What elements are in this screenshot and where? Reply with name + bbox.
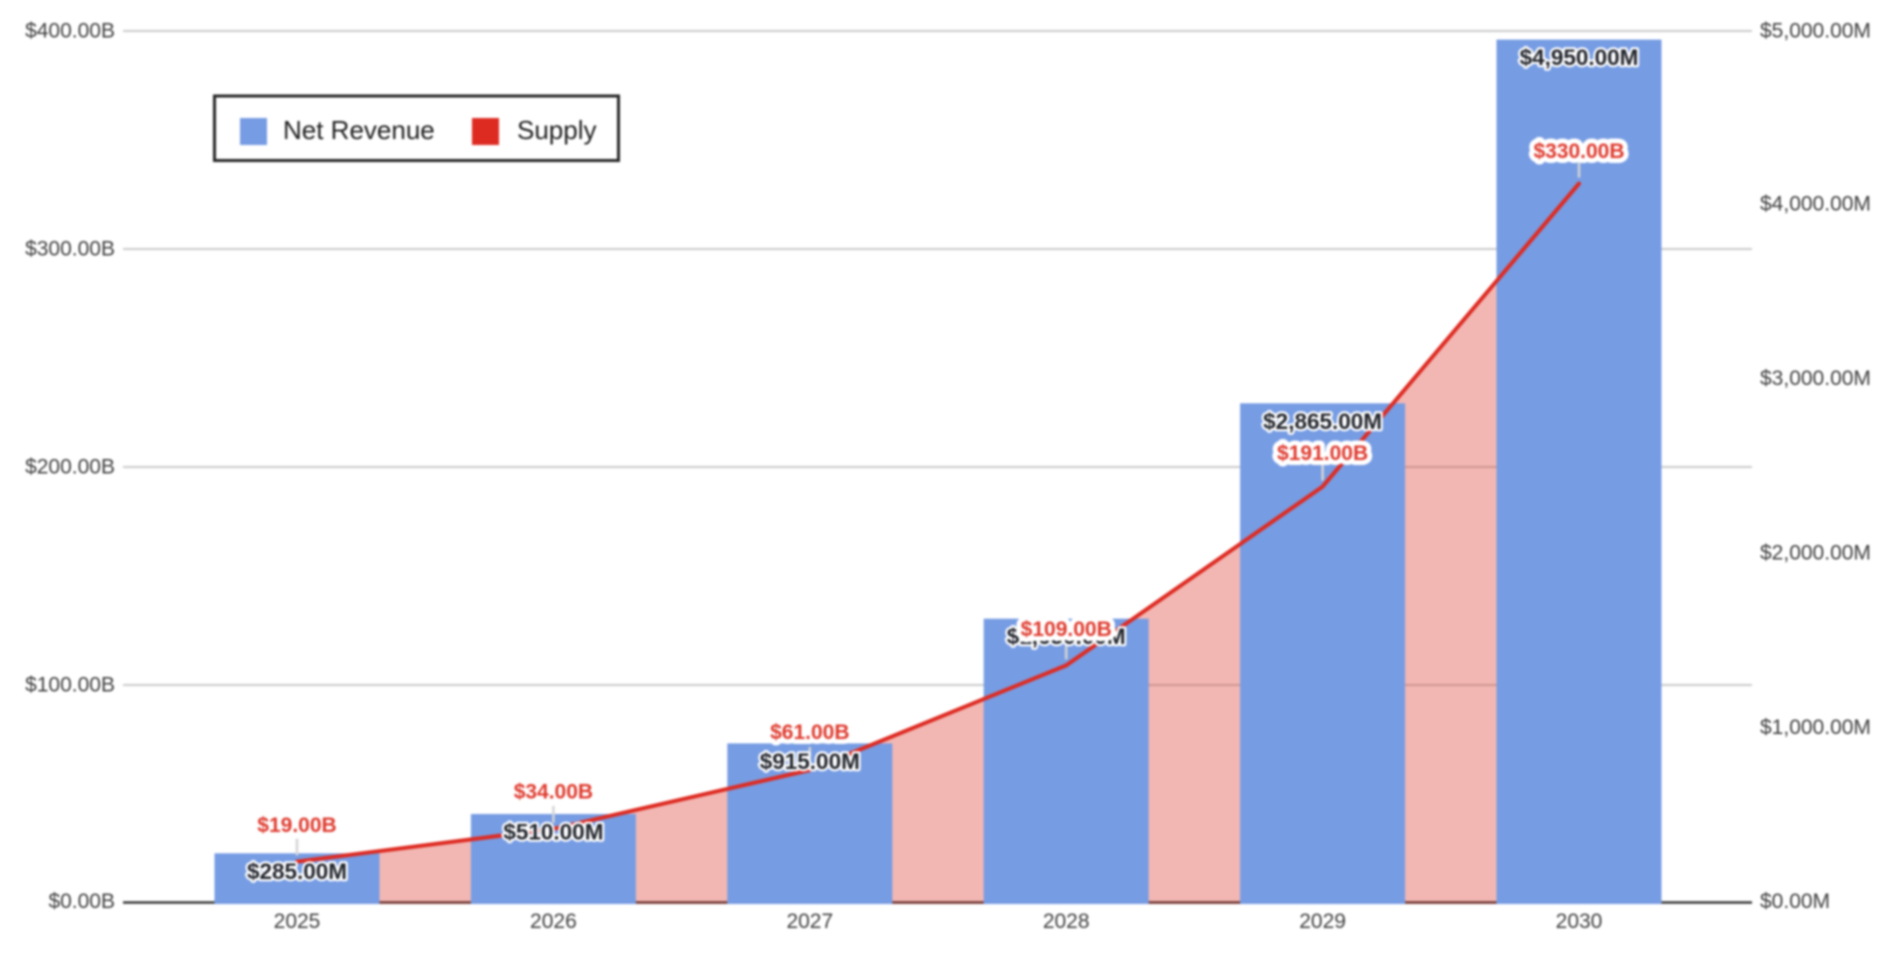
svg-text:Net Revenue: Net Revenue [283,115,435,145]
svg-text:$100.00B: $100.00B [25,674,115,697]
svg-text:$109.00B: $109.00B [1021,618,1112,641]
svg-text:2025: 2025 [274,910,321,933]
svg-text:$191.00B: $191.00B [1277,442,1368,465]
svg-text:$510.00M: $510.00M [503,820,603,845]
svg-text:$4,000.00M: $4,000.00M [1760,193,1871,216]
svg-text:$2,865.00M: $2,865.00M [1263,409,1382,434]
svg-text:$34.00B: $34.00B [514,780,593,803]
svg-text:$19.00B: $19.00B [257,814,336,837]
svg-text:$4,950.00M: $4,950.00M [1520,45,1639,70]
svg-text:$330.00B: $330.00B [1533,140,1624,163]
svg-text:Supply: Supply [517,115,597,145]
svg-text:$300.00B: $300.00B [25,238,115,261]
svg-text:2028: 2028 [1043,910,1090,933]
svg-text:$285.00M: $285.00M [247,859,347,884]
svg-text:$0.00M: $0.00M [1760,890,1830,913]
svg-text:$1,630.00M: $1,630.00M [1007,624,1126,649]
svg-text:$2,000.00M: $2,000.00M [1760,542,1871,565]
svg-text:2029: 2029 [1299,910,1346,933]
svg-text:2027: 2027 [786,910,833,933]
svg-text:$5,000.00M: $5,000.00M [1760,20,1871,43]
svg-text:$400.00B: $400.00B [25,20,115,43]
svg-text:$61.00B: $61.00B [770,721,849,744]
svg-text:$1,000.00M: $1,000.00M [1760,716,1871,739]
svg-text:$915.00M: $915.00M [760,749,860,774]
svg-text:$3,000.00M: $3,000.00M [1760,367,1871,390]
svg-text:2026: 2026 [530,910,577,933]
svg-text:2030: 2030 [1556,910,1603,933]
svg-text:$200.00B: $200.00B [25,456,115,479]
svg-text:$0.00B: $0.00B [48,890,115,913]
